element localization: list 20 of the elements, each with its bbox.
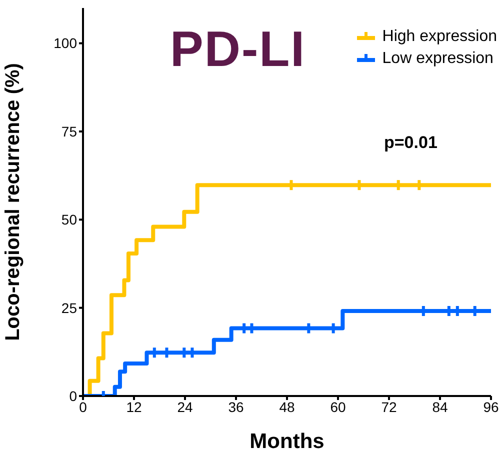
x-tick-label: 48 <box>279 398 295 415</box>
y-tick-label: 50 <box>61 212 78 228</box>
legend-label: Low expression <box>382 50 494 68</box>
x-tick-label: 12 <box>126 398 142 415</box>
y-tick-label: 100 <box>54 35 78 52</box>
x-tick-label: 36 <box>228 398 244 415</box>
y-axis-title: Loco-regional recurrence (%) <box>2 63 24 341</box>
annotation: p=0.01 <box>384 133 438 153</box>
x-axis-title: Months <box>250 430 324 452</box>
y-tick-label: 0 <box>69 388 78 404</box>
x-tick-label: 96 <box>483 398 499 415</box>
x-tick-label: 60 <box>330 398 346 415</box>
x-tick-label: 0 <box>79 398 88 415</box>
y-tick-label: 75 <box>61 123 78 140</box>
x-tick-label: 84 <box>432 398 448 415</box>
x-tick-label: 24 <box>177 398 193 415</box>
x-tick-label: 72 <box>381 398 397 415</box>
y-tick-label: 25 <box>61 300 78 316</box>
legend-label: High expression <box>382 28 497 46</box>
chart-title: PD-LI <box>170 20 306 78</box>
